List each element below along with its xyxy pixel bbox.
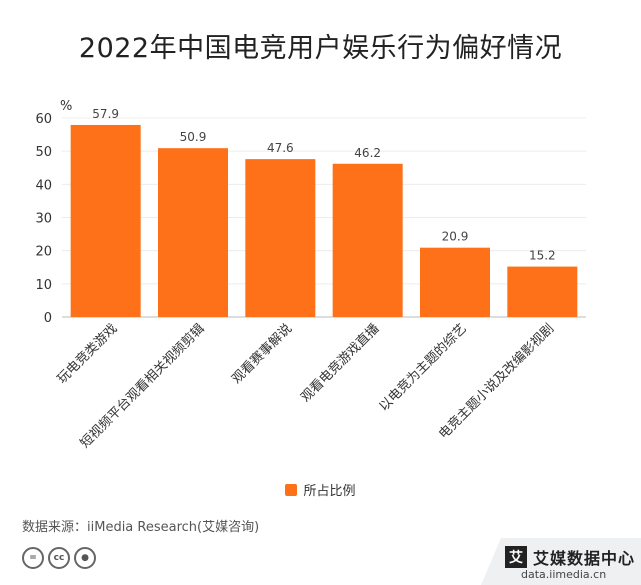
bar [158, 148, 228, 317]
y-tick-label: 0 [44, 311, 52, 326]
bar [245, 159, 316, 317]
data-label: 46.2 [354, 146, 381, 160]
y-tick-label: 20 [35, 245, 52, 260]
cc-icon: cc [48, 547, 70, 569]
data-label: 20.9 [442, 230, 469, 244]
legend[interactable]: 所占比例 [0, 480, 641, 499]
license-icons: = cc ● [22, 547, 96, 569]
x-tick-label: 以电竞为主题的综艺 [376, 321, 470, 415]
legend-label: 所占比例 [303, 484, 356, 499]
y-tick-label: 50 [35, 145, 52, 160]
x-tick-label: 观看电竞游戏直播 [298, 321, 383, 406]
y-tick-label: 30 [35, 212, 52, 227]
equals-icon: = [22, 547, 44, 569]
data-label: 47.6 [267, 141, 294, 155]
brand-name: 艾媒数据中心 [533, 549, 636, 568]
legend-swatch [285, 483, 298, 496]
bar [420, 247, 490, 317]
person-icon: ● [74, 547, 96, 569]
x-tick-label: 观看赛事解说 [229, 321, 295, 387]
brand-footer: 艾 艾媒数据中心 data.iimedia.cn [481, 538, 641, 585]
chart-title: 2022年中国电竞用户娱乐行为偏好情况 [78, 33, 563, 64]
bar [507, 266, 578, 317]
data-label: 50.9 [180, 130, 207, 144]
bar [70, 124, 141, 317]
y-unit-label: % [60, 99, 72, 114]
data-label: 57.9 [92, 107, 119, 121]
y-tick-label: 40 [35, 178, 52, 193]
y-tick-label: 60 [35, 112, 52, 127]
brand-logo-icon: 艾 [505, 546, 527, 568]
x-tick-label: 玩电竞类游戏 [54, 321, 120, 387]
y-tick-label: 10 [35, 278, 52, 293]
brand-url: data.iimedia.cn [521, 568, 607, 581]
bar [332, 163, 403, 317]
data-source: 数据来源：iiMedia Research(艾媒咨询) [22, 520, 260, 535]
data-label: 15.2 [529, 249, 556, 263]
